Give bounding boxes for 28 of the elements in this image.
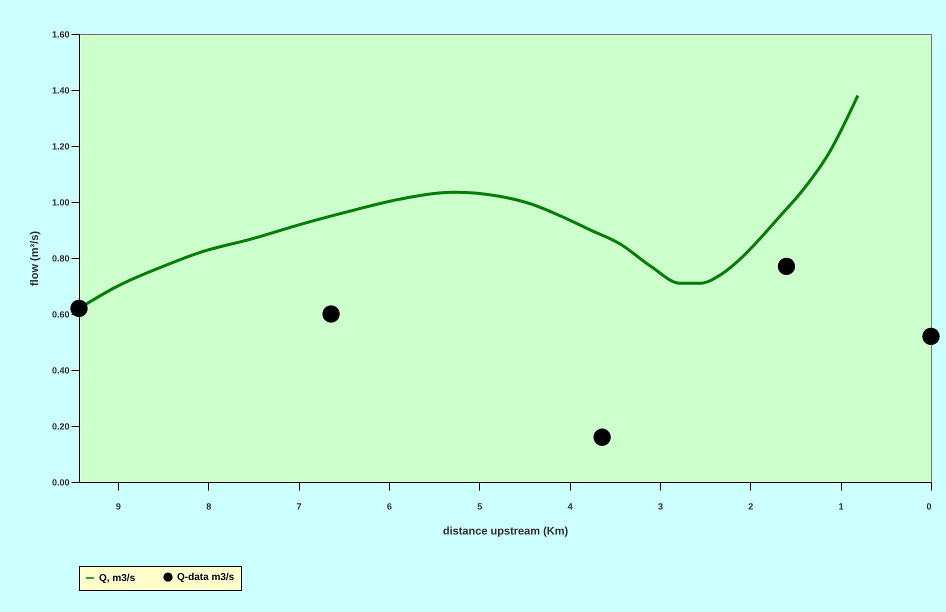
- y-tick-label: 0.20: [52, 422, 70, 432]
- x-tick-label: 9: [116, 502, 121, 512]
- legend-label: Q-data m3/s: [177, 572, 235, 584]
- x-axis-title: distance upstream (Km): [442, 526, 568, 538]
- y-tick-label: 0.00: [52, 478, 70, 488]
- y-tick-label: 1.60: [52, 30, 70, 40]
- x-tick-label: 3: [658, 502, 663, 512]
- y-tick-label: 1.20: [52, 142, 70, 152]
- point: [778, 258, 796, 276]
- point: [322, 305, 340, 323]
- y-axis-title: flow (m³/s): [28, 230, 41, 286]
- x-tick-label: 6: [386, 502, 392, 512]
- y-tick-label: 0.80: [52, 254, 70, 264]
- legend-label: Q, m3/s: [99, 573, 136, 584]
- point: [593, 428, 611, 446]
- x-tick-label: 8: [206, 502, 212, 512]
- y-tick-label: 1.40: [52, 86, 70, 96]
- y-tick-label: 1.00: [52, 198, 70, 208]
- x-tick-label: 7: [296, 502, 302, 512]
- point: [70, 300, 88, 318]
- x-tick-label: 2: [748, 502, 754, 512]
- x-tick-label: 1: [838, 502, 844, 512]
- y-tick-label: 0.60: [52, 310, 70, 320]
- y-tick-label: 0.40: [52, 366, 70, 376]
- x-tick-label: 0: [926, 502, 932, 512]
- x-tick-label: 5: [477, 502, 482, 512]
- x-tick-label: 4: [568, 502, 573, 512]
- point: [922, 328, 940, 346]
